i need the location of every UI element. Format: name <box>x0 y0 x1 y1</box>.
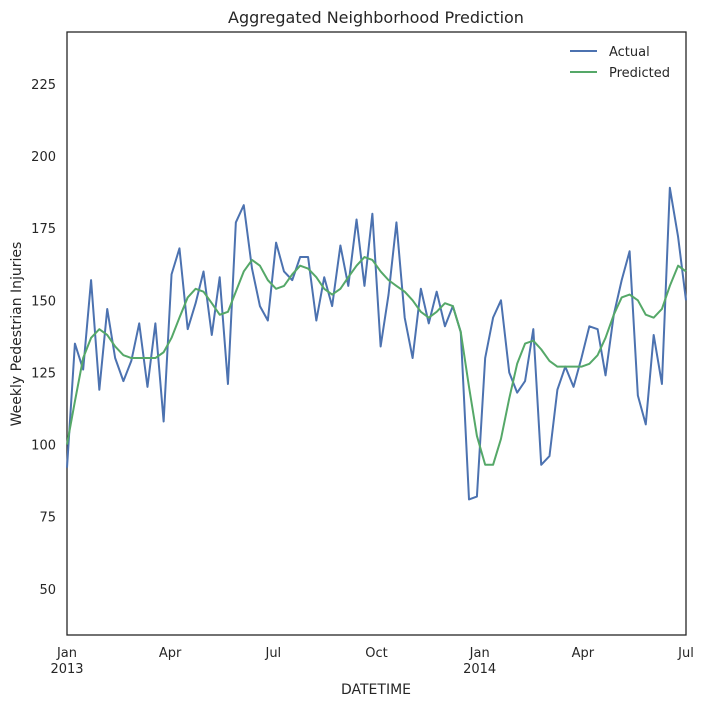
legend-label: Predicted <box>609 66 670 81</box>
y-axis-label: Weekly Pedestrian Injuries <box>9 242 25 427</box>
line-series <box>66 186 687 501</box>
x-tick-label: Jul <box>677 646 694 661</box>
y-tick-label: 75 <box>39 511 56 526</box>
y-tick-label: 150 <box>31 294 56 309</box>
y-tick-label: 100 <box>31 439 56 454</box>
x-tick-label: Apr <box>572 646 595 661</box>
y-tick-label: 125 <box>31 366 56 381</box>
x-tick-label: Jan 2013 <box>50 646 83 677</box>
y-tick-label: 200 <box>31 150 56 165</box>
x-tick-label: Jan 2014 <box>463 646 496 677</box>
y-tick-label: 175 <box>31 222 56 237</box>
y-tick-label: 225 <box>31 78 56 93</box>
legend-label: Actual <box>609 45 650 60</box>
x-tick-label: Apr <box>159 646 182 661</box>
chart-title: Aggregated Neighborhood Prediction <box>228 8 524 27</box>
x-tick-label: Oct <box>365 646 387 661</box>
plot-frame <box>66 31 687 636</box>
y-tick-label: 50 <box>39 583 56 598</box>
x-tick-label: Jul <box>264 646 281 661</box>
line-series <box>66 256 687 466</box>
x-axis-label: DATETIME <box>341 682 411 698</box>
